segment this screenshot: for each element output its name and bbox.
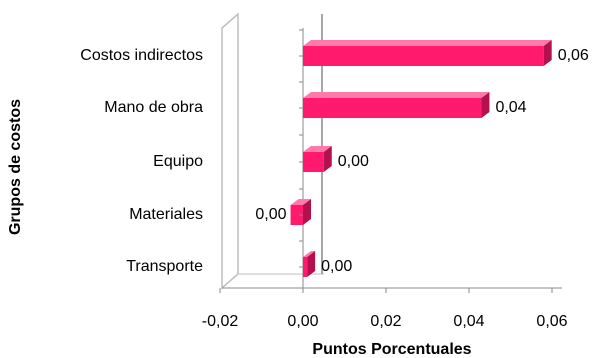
bar-front-face [303, 257, 308, 277]
bar-top-face [303, 146, 332, 152]
bar-5 [303, 251, 316, 277]
value-labels-layer: 0,06 0,04 0,00 0,00 0,00 [255, 47, 589, 275]
category-label-3: Equipo [153, 153, 203, 170]
bar-side-face [307, 251, 316, 277]
bar-1 [303, 40, 552, 66]
value-label-2: 0,04 [495, 99, 526, 116]
x-ticks-layer: -0,02 0,00 0,02 0,04 0,06 [202, 29, 568, 330]
x-tick-label-4: 0,04 [453, 313, 484, 330]
bar-top-face [303, 40, 552, 46]
value-label-3: 0,00 [338, 153, 369, 170]
bar-side-face [323, 146, 332, 172]
bar-2 [303, 92, 490, 118]
bar-top-face [303, 251, 316, 257]
category-label-5: Transporte [126, 258, 203, 275]
x-tick-label-1: -0,02 [202, 313, 239, 330]
category-labels-layer: Costos indirectos Mano de obra Equipo Mater… [80, 47, 203, 275]
bar-4 [290, 199, 311, 225]
bar-top-face [290, 199, 311, 205]
bar-front-face [303, 152, 324, 172]
bar-top-face [303, 92, 490, 98]
x-tick-label-2: 0,00 [287, 313, 318, 330]
y-axis-title: Grupos de costos [7, 99, 24, 235]
bar-front-face [290, 205, 303, 225]
bar-side-face [543, 40, 552, 66]
value-label-5: 0,00 [321, 258, 352, 275]
bar-3 [303, 146, 332, 172]
bar-side-face [303, 199, 311, 225]
bar-front-face [303, 98, 482, 118]
bar-front-face [303, 46, 544, 66]
value-label-1: 0,06 [558, 47, 589, 64]
x-tick-label-3: 0,02 [370, 313, 401, 330]
x-tick-label-5: 0,06 [536, 313, 567, 330]
chart-back-wall [221, 12, 239, 290]
category-label-2: Mano de obra [104, 99, 203, 116]
bar-side-face [481, 92, 490, 118]
category-label-1: Costos indirectos [80, 47, 203, 64]
value-label-4: 0,00 [255, 206, 286, 223]
x-axis-title: Puntos Porcentuales [312, 341, 471, 358]
bars-layer [290, 40, 552, 277]
category-label-4: Materiales [129, 206, 203, 223]
